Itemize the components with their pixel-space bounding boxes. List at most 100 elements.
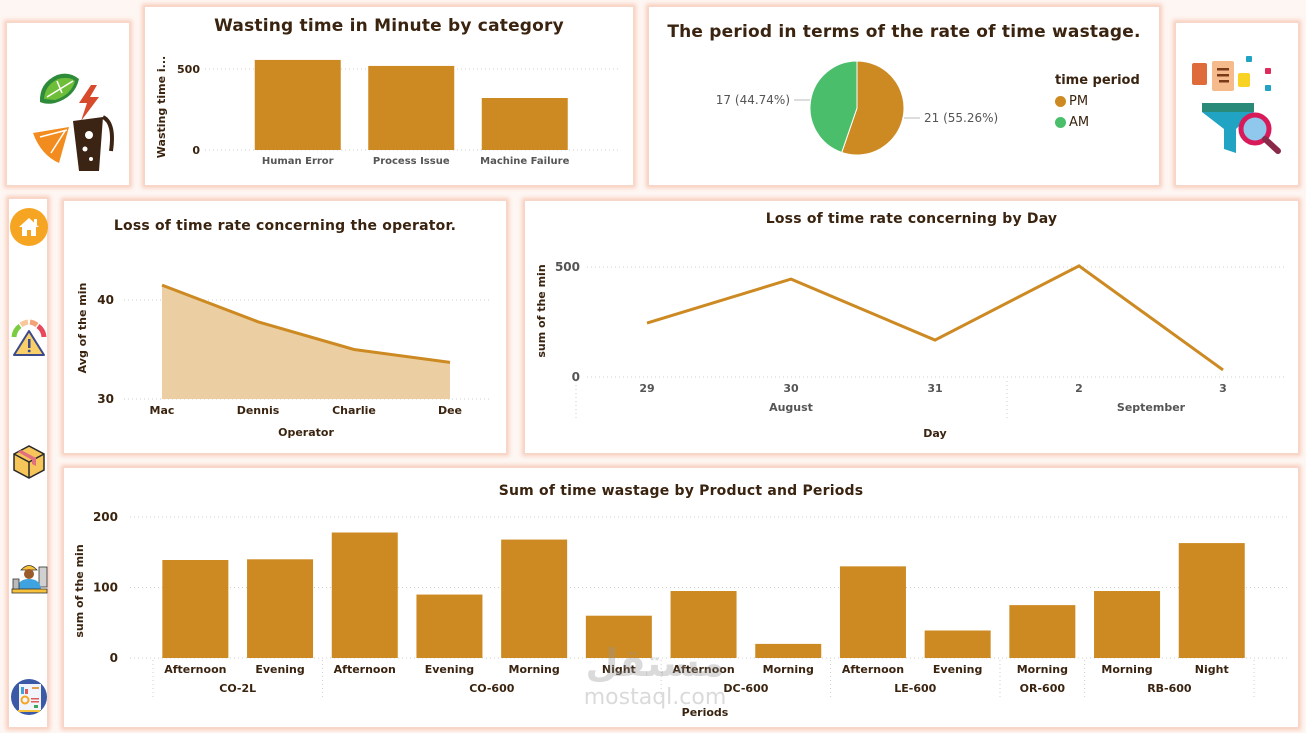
bar [368, 65, 455, 150]
x-tick-label: Dee [438, 404, 462, 417]
box-icon [13, 445, 45, 479]
x-axis-title: Operator [278, 426, 334, 439]
legend-dot-am [1055, 117, 1066, 128]
y-axis-title: Avg of the min [76, 283, 89, 374]
day-line-chart: 0 500 sum of the min 29 30 31 2 3 August Septembe… [535, 260, 1285, 440]
sidebar-item-product[interactable] [9, 441, 49, 481]
legend-item-am[interactable]: AM [1055, 115, 1140, 130]
operator-chart-title: Loss of time rate concerning the operato… [113, 218, 457, 234]
x-group-label: CO-600 [469, 682, 515, 695]
x-tick-label: Afternoon [672, 663, 734, 676]
sidebar-nav [8, 198, 48, 728]
period-chart-panel: The period in terms of the rate of time … [648, 6, 1160, 186]
legend-label-am: AM [1069, 115, 1090, 130]
legend-title: time period [1055, 73, 1140, 88]
x-tick-label: Morning [509, 663, 560, 676]
y-tick-label: 500 [555, 260, 580, 274]
sidebar-item-home[interactable] [9, 207, 49, 247]
y-tick-label: 0 [572, 370, 580, 384]
sidebar-item-report[interactable] [9, 677, 49, 717]
data-filter-icon [1192, 56, 1281, 154]
x-group-label: September [1117, 401, 1186, 414]
bar [331, 532, 398, 658]
x-tick-label: 29 [639, 382, 654, 395]
category-chart-panel: Wasting time in Minute by category 0 500 W… [144, 6, 634, 186]
category-chart-title: Wasting time in Minute by category [214, 16, 564, 36]
bar [924, 630, 991, 658]
y-tick-label: 100 [93, 581, 118, 595]
product-chart-title: Sum of time wastage by Product and Perio… [498, 483, 864, 499]
y-axis-title: sum of the min [73, 544, 86, 637]
x-group-label: August [769, 401, 813, 414]
sidebar-item-operator[interactable] [9, 557, 49, 597]
warning-gauge-icon [11, 319, 47, 356]
y-axis-title: Wasting time i... [155, 56, 168, 158]
operator-area-chart: 30 40 Avg of the min Mac Dennis Charlie Dee Ope… [76, 283, 489, 439]
x-group-label: OR-600 [1020, 682, 1066, 695]
x-axis-title: Day [923, 427, 946, 440]
bar [839, 566, 906, 658]
period-pie-chart: 21 (55.26%) 17 (44.74%) [716, 60, 998, 156]
pie-slice-am [809, 60, 858, 154]
x-tick-label: Afternoon [842, 663, 904, 676]
period-legend: time period PM AM [1055, 73, 1140, 130]
x-tick-label: Human Error [262, 156, 334, 167]
product-chart-panel: Sum of time wastage by Product and Perio… [63, 467, 1299, 728]
bar [501, 539, 568, 658]
x-tick-label: Night [1195, 663, 1229, 676]
day-chart-panel: Loss of time rate concerning by Day 0 500… [524, 200, 1299, 454]
period-chart-title: The period in terms of the rate of time … [667, 22, 1141, 42]
x-axis-title: Periods [682, 706, 729, 719]
y-tick-label: 200 [93, 510, 118, 524]
bar [247, 559, 314, 658]
drinks-logo-icon [33, 73, 114, 171]
category-bar-chart: 0 500 Wasting time i... Human Error Process … [155, 56, 620, 167]
y-tick-label: 500 [177, 63, 200, 76]
series-line [646, 264, 1224, 372]
bar [670, 591, 737, 658]
x-tick-label: 2 [1075, 382, 1083, 395]
worker-icon [11, 565, 48, 594]
x-tick-label: Evening [425, 663, 474, 676]
legend-dot-pm [1055, 96, 1066, 107]
product-bar-chart: 0 100 200 sum of the min Afternoon Evening Aft… [73, 510, 1289, 719]
bar [585, 615, 652, 658]
home-icon [10, 208, 48, 246]
bar [1094, 591, 1161, 658]
bar [755, 643, 822, 658]
legend-item-pm[interactable]: PM [1055, 94, 1140, 109]
x-tick-label: Evening [255, 663, 304, 676]
x-tick-label: Dennis [237, 404, 280, 417]
y-tick-label: 30 [97, 392, 114, 406]
bar [416, 594, 483, 658]
x-tick-label: Morning [1017, 663, 1068, 676]
y-tick-label: 0 [110, 651, 118, 665]
data-label-am: 17 (44.74%) [716, 93, 790, 107]
x-tick-label: Process Issue [373, 156, 450, 167]
bar [481, 97, 568, 150]
x-tick-label: Morning [763, 663, 814, 676]
x-tick-label: 3 [1219, 382, 1227, 395]
y-axis-title: sum of the min [535, 264, 548, 357]
x-group-label: CO-2L [219, 682, 256, 695]
x-tick-label: 30 [783, 382, 799, 395]
x-tick-label: Machine Failure [480, 156, 569, 167]
bar [1178, 543, 1245, 658]
x-group-label: DC-600 [723, 682, 768, 695]
legend-label-pm: PM [1069, 94, 1089, 109]
bar [1009, 605, 1076, 658]
operator-chart-panel: Loss of time rate concerning the operato… [63, 200, 507, 454]
x-tick-label: Afternoon [334, 663, 396, 676]
report-icon [11, 679, 47, 715]
x-tick-label: 31 [927, 382, 942, 395]
y-tick-label: 0 [192, 144, 200, 157]
y-tick-label: 40 [97, 293, 114, 307]
logo-panel [6, 22, 130, 186]
right-logo-panel [1175, 22, 1299, 186]
x-tick-label: Night [602, 663, 636, 676]
x-group-label: LE-600 [894, 682, 936, 695]
sidebar-item-warning[interactable] [9, 319, 49, 359]
data-label-pm: 21 (55.26%) [924, 111, 998, 125]
x-tick-label: Afternoon [164, 663, 226, 676]
bar [162, 560, 229, 658]
